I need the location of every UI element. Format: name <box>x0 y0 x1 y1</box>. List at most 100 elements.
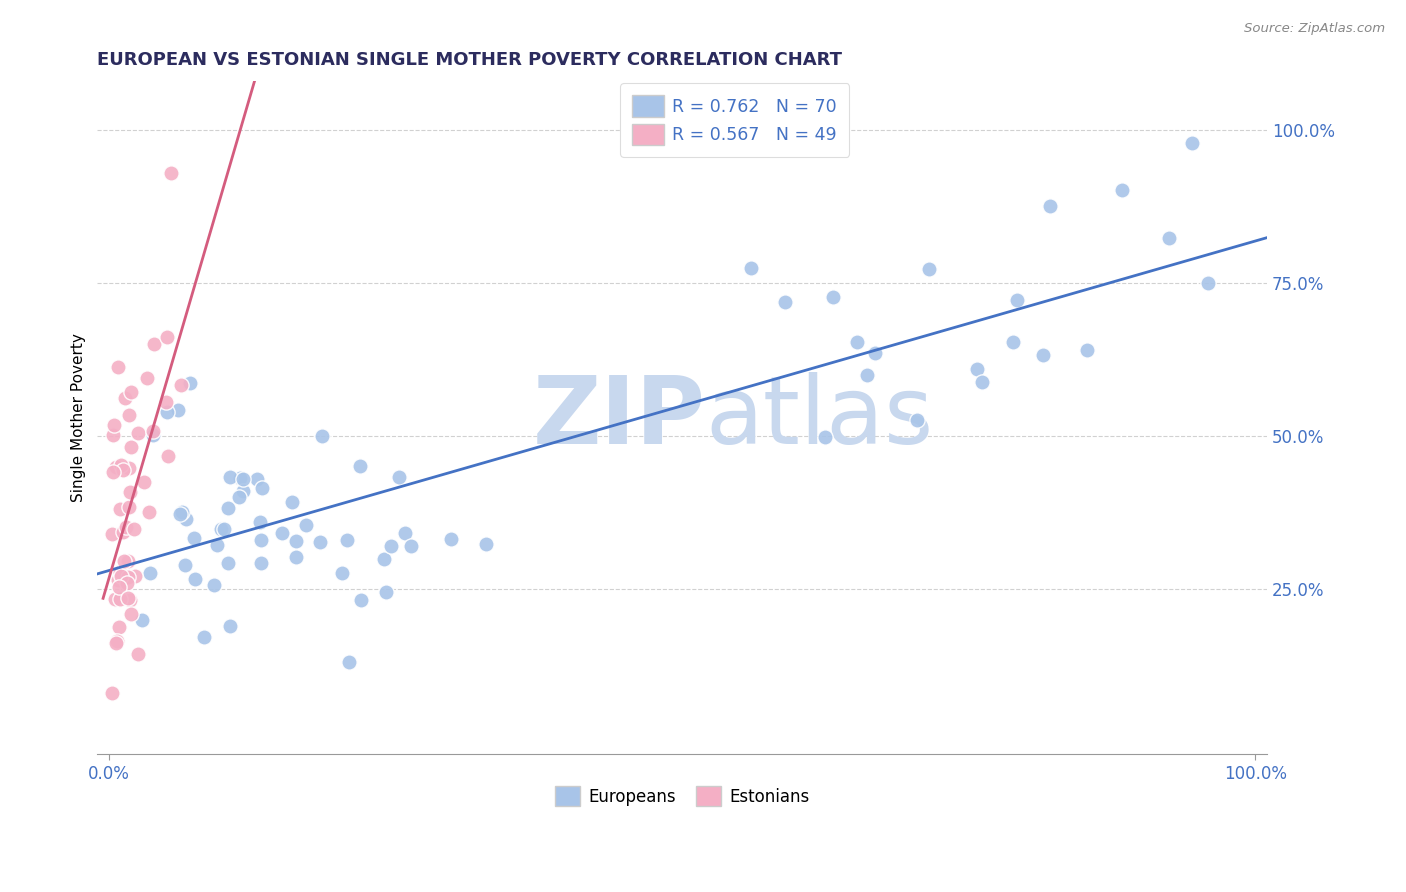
Point <box>138 505 160 519</box>
Point <box>183 531 205 545</box>
Point <box>1039 199 1062 213</box>
Point <box>284 534 307 549</box>
Point <box>229 471 252 485</box>
Point <box>337 656 360 670</box>
Point <box>1181 136 1204 150</box>
Point <box>118 460 141 475</box>
Point <box>294 518 316 533</box>
Point <box>107 573 129 587</box>
Point <box>112 553 135 567</box>
Point <box>124 523 146 537</box>
Point <box>118 409 141 423</box>
Point <box>205 538 228 552</box>
Point <box>271 526 294 541</box>
Point <box>136 370 159 384</box>
Point <box>330 566 353 581</box>
Point <box>103 417 125 432</box>
Point <box>311 429 333 443</box>
Point <box>176 512 198 526</box>
Point <box>166 402 188 417</box>
Text: EUROPEAN VS ESTONIAN SINGLE MOTHER POVERTY CORRELATION CHART: EUROPEAN VS ESTONIAN SINGLE MOTHER POVER… <box>97 51 842 69</box>
Point <box>159 166 181 180</box>
Point <box>249 556 271 570</box>
Point <box>773 295 796 310</box>
Point <box>1002 334 1025 349</box>
Y-axis label: Single Mother Poverty: Single Mother Poverty <box>72 334 86 502</box>
Point <box>217 501 239 516</box>
Point <box>179 376 201 390</box>
Point <box>108 620 131 634</box>
Point <box>101 428 124 442</box>
Point <box>905 413 928 427</box>
Point <box>218 619 240 633</box>
Point <box>105 634 128 648</box>
Point <box>1007 293 1029 308</box>
Point <box>120 440 142 454</box>
Point <box>740 261 762 276</box>
Point <box>228 490 250 504</box>
Point <box>1111 183 1133 197</box>
Point <box>170 505 193 519</box>
Point <box>117 591 139 606</box>
Point <box>281 495 304 509</box>
Point <box>169 507 191 521</box>
Point <box>475 537 498 551</box>
Text: Source: ZipAtlas.com: Source: ZipAtlas.com <box>1244 22 1385 36</box>
Point <box>139 566 162 580</box>
Point <box>141 425 163 439</box>
Text: atlas: atlas <box>706 372 934 464</box>
Point <box>173 558 195 573</box>
Point <box>845 334 868 349</box>
Point <box>202 578 225 592</box>
Point <box>212 522 235 536</box>
Point <box>112 524 135 539</box>
Point <box>132 475 155 489</box>
Point <box>120 384 142 399</box>
Point <box>1157 230 1180 244</box>
Point <box>966 361 988 376</box>
Point <box>120 607 142 621</box>
Point <box>309 535 332 549</box>
Point <box>104 592 127 607</box>
Point <box>350 592 373 607</box>
Point <box>250 481 273 495</box>
Point <box>142 336 165 351</box>
Point <box>349 459 371 474</box>
Point <box>127 647 149 661</box>
Point <box>250 533 273 548</box>
Point <box>114 519 136 533</box>
Point <box>232 472 254 486</box>
Text: ZIP: ZIP <box>533 372 706 464</box>
Point <box>374 584 396 599</box>
Point <box>127 426 149 441</box>
Point <box>394 525 416 540</box>
Point <box>380 539 402 553</box>
Point <box>823 290 845 304</box>
Point <box>108 580 131 594</box>
Point <box>1197 276 1219 290</box>
Point <box>117 575 139 590</box>
Point <box>373 551 395 566</box>
Point <box>156 449 179 463</box>
Point <box>284 550 307 565</box>
Point <box>112 463 135 477</box>
Point <box>107 359 129 374</box>
Point <box>105 636 128 650</box>
Point <box>117 570 139 584</box>
Point <box>856 368 879 383</box>
Point <box>101 686 124 700</box>
Point <box>170 378 193 392</box>
Point <box>156 405 179 419</box>
Legend: Europeans, Estonians: Europeans, Estonians <box>548 780 815 814</box>
Point <box>219 469 242 483</box>
Point <box>246 473 269 487</box>
Point <box>193 630 215 644</box>
Point <box>101 527 124 541</box>
Point <box>108 591 131 606</box>
Point <box>970 376 993 390</box>
Point <box>114 391 136 405</box>
Point <box>155 395 177 409</box>
Point <box>156 330 179 344</box>
Point <box>217 556 239 570</box>
Point <box>110 458 132 473</box>
